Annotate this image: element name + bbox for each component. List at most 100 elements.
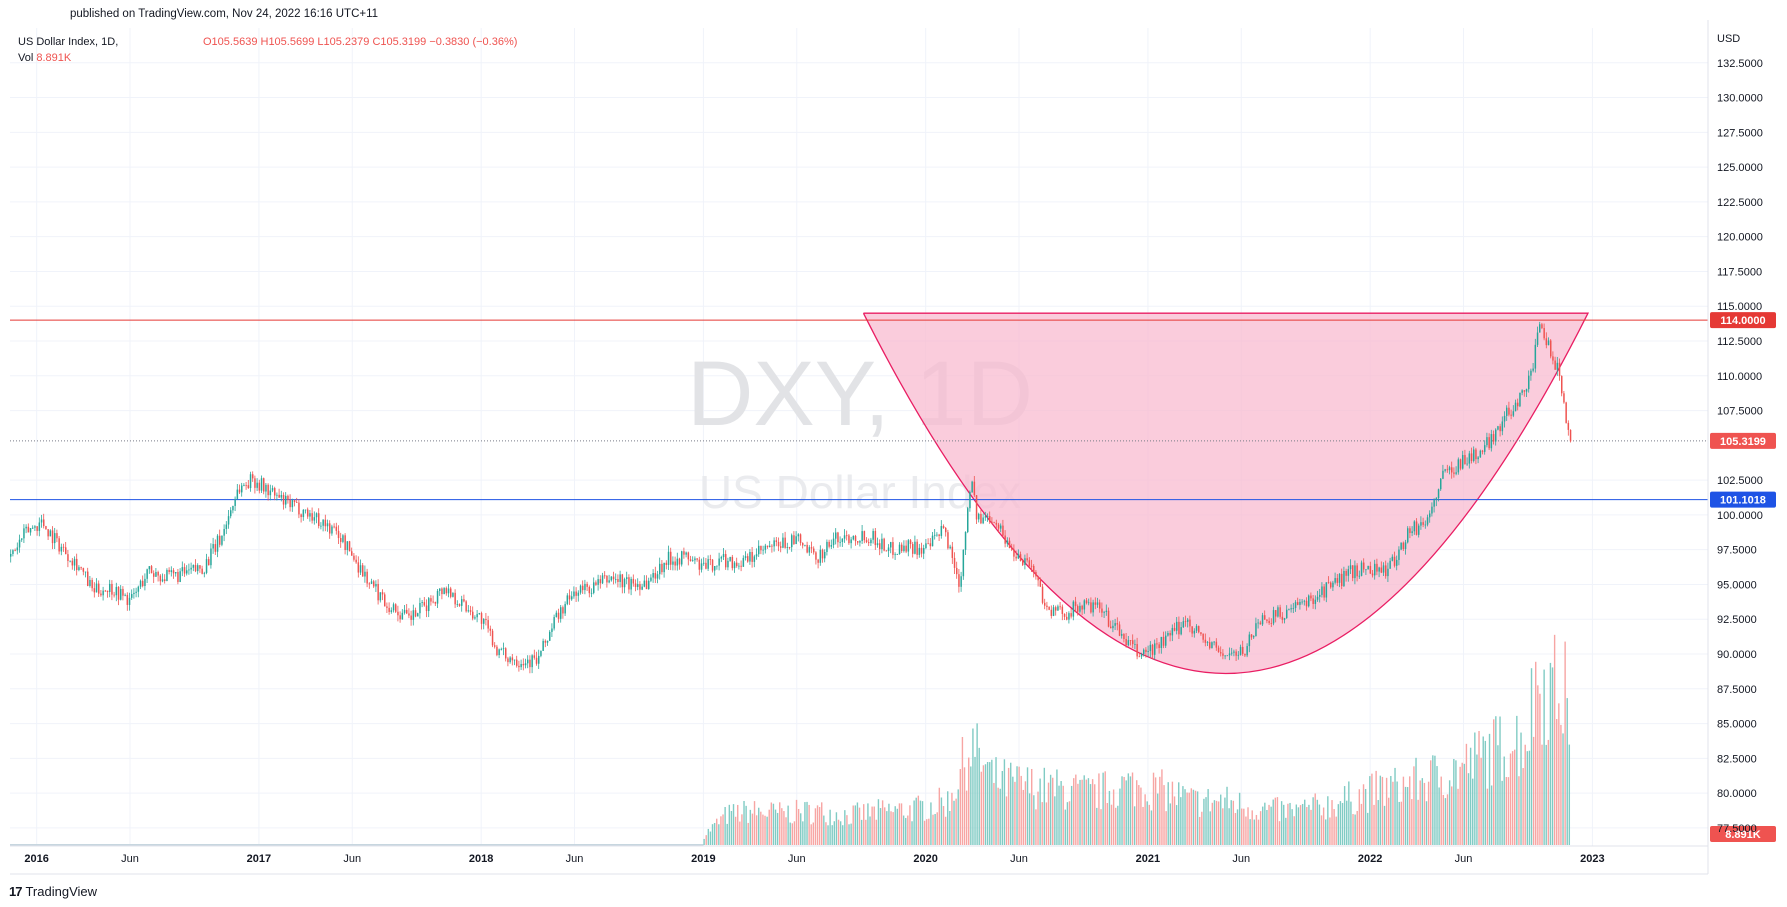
volume-bar: [1331, 800, 1333, 845]
volume-bar: [755, 815, 758, 845]
tradingview-logo[interactable]: 17 TradingView: [9, 884, 97, 899]
candle-body: [1270, 622, 1273, 624]
candle-body: [1420, 522, 1422, 526]
candle-body: [76, 558, 78, 570]
low-value: L105.2379: [317, 36, 370, 48]
candle-body: [1330, 582, 1332, 588]
candle-body: [1543, 328, 1545, 339]
volume-bar: [1455, 760, 1457, 845]
volume-bar: [1495, 716, 1497, 845]
candle-body: [1558, 362, 1561, 377]
volume-bar: [1520, 732, 1522, 845]
candle-body: [861, 531, 863, 542]
candle-body: [1105, 610, 1108, 612]
candle-body: [753, 556, 756, 562]
volume-bar: [1438, 787, 1440, 845]
volume-bar: [779, 802, 781, 845]
volume-bar: [970, 766, 972, 845]
volume-bar: [1165, 811, 1167, 845]
horizontal-levels[interactable]: 114.0000 101.1018 105.3199 8.891K: [10, 312, 1776, 842]
candle-body: [626, 577, 628, 580]
volume-bar: [1423, 782, 1426, 845]
volume-bar: [1270, 806, 1272, 845]
candle-body: [216, 535, 219, 552]
candle-body: [223, 529, 225, 536]
volume-bar: [705, 835, 707, 845]
candle-body: [1176, 621, 1178, 631]
volume-bar: [844, 810, 846, 845]
candle-body: [307, 509, 309, 517]
candles: [10, 321, 1572, 674]
candle-body: [1288, 609, 1290, 611]
volume-bar: [1352, 814, 1354, 845]
candle-body: [1402, 542, 1405, 550]
volume-bar: [1028, 793, 1031, 845]
candle-body: [205, 559, 208, 573]
candle-body: [786, 547, 789, 548]
volume-bar: [863, 804, 865, 845]
volume-bar: [1375, 770, 1377, 845]
volume-bar: [1304, 799, 1306, 845]
candle-body: [236, 489, 239, 499]
volume-bar: [1568, 744, 1571, 845]
candle-body: [111, 583, 113, 595]
volume-bar: [1297, 807, 1300, 845]
volume-bar: [856, 802, 859, 845]
candle-body: [1371, 573, 1374, 576]
candle-body: [1008, 540, 1011, 549]
volume-bar: [915, 797, 917, 845]
volume-bar: [741, 814, 743, 845]
candle-body: [91, 579, 93, 589]
volume-bar: [1549, 662, 1552, 845]
candle-body: [883, 538, 885, 551]
volume-bar: [1446, 794, 1449, 845]
volume-bar: [787, 805, 789, 845]
candle-body: [1297, 602, 1299, 605]
candle-body: [1074, 601, 1077, 607]
volume-bar: [1238, 792, 1241, 845]
candle-body: [1510, 414, 1512, 416]
candle-body: [665, 562, 668, 565]
volume-bar: [732, 804, 735, 845]
volume-bar: [1356, 810, 1358, 845]
candle-body: [927, 543, 929, 545]
candle-body: [773, 540, 775, 547]
candle-body: [1026, 558, 1028, 561]
volume-bar: [774, 809, 777, 845]
candle-body: [219, 535, 221, 545]
volume-bar: [1392, 781, 1394, 845]
candle-body: [313, 517, 316, 521]
volume-bar: [1091, 779, 1094, 845]
time-tick-label: 2020: [913, 853, 937, 865]
candle-body: [898, 544, 901, 555]
candle-body: [887, 547, 890, 552]
volume-bar: [890, 811, 892, 845]
volume-bar: [951, 792, 953, 845]
tradingview-logo-icon: 17: [9, 884, 23, 899]
candle-body: [1433, 500, 1435, 507]
candle-body: [1224, 655, 1226, 657]
volume-bar: [1169, 803, 1172, 845]
candle-body: [280, 494, 283, 498]
candle-body: [38, 522, 41, 531]
volume-bar: [1314, 793, 1316, 845]
candle-body: [491, 630, 494, 646]
candle-body: [1035, 572, 1037, 577]
volume-bar: [1421, 778, 1424, 845]
volume-bar: [1413, 766, 1415, 845]
candle-body: [230, 510, 232, 517]
candle-body: [995, 522, 998, 525]
candle-body: [315, 513, 318, 518]
volume-bar: [1404, 786, 1407, 845]
volume-bar: [825, 822, 827, 845]
candle-body: [1475, 449, 1477, 460]
volume-bar: [737, 804, 739, 845]
volume-bar: [1434, 755, 1436, 845]
price-tick-label: 82.5000: [1717, 753, 1757, 765]
price-tick-label: 92.5000: [1717, 614, 1757, 626]
candle-body: [1523, 390, 1526, 392]
volume-bar: [753, 801, 756, 845]
volume-badge-label: 8.891K: [1725, 829, 1761, 841]
volume-bar: [1031, 768, 1033, 845]
